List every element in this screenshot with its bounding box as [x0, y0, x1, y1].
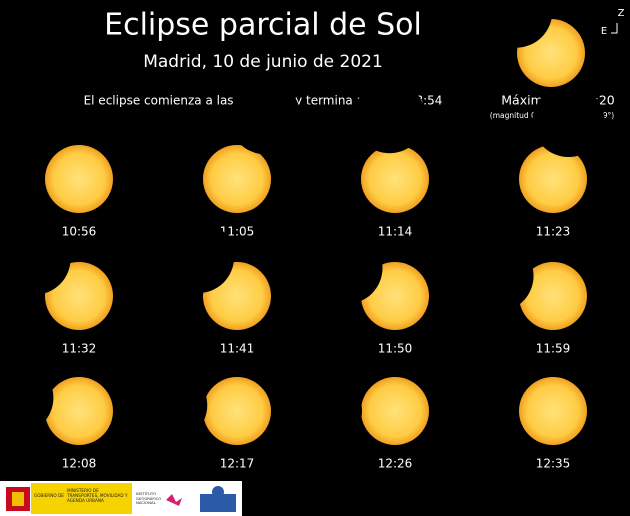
moon — [290, 375, 362, 447]
moon — [0, 361, 54, 434]
moon — [532, 85, 605, 158]
observatory-dome — [212, 486, 224, 498]
frame-time: 12:17 — [220, 457, 255, 471]
subtitle: Madrid, 10 de junio de 2021 — [143, 52, 383, 72]
frame-time: 11:32 — [62, 342, 97, 356]
institute-text: INSTITUTO GEOGRÁFICO NACIONAL — [136, 492, 162, 506]
logo-bar: GOBIERNO DE ESPAÑA MINISTERIO DE TRANSPO… — [0, 481, 242, 516]
moon — [480, 0, 553, 48]
compass-arrow — [611, 23, 618, 34]
frame-time: 12:08 — [62, 457, 97, 471]
institute-text-box: INSTITUTO GEOGRÁFICO NACIONAL — [136, 492, 162, 506]
observatory-logo — [200, 494, 236, 512]
sun — [519, 377, 587, 445]
sun — [203, 377, 271, 445]
compass-east: E — [601, 26, 607, 37]
frame-time: 11:59 — [536, 342, 571, 356]
frame-time: 12:26 — [378, 457, 413, 471]
moon — [135, 369, 208, 442]
sun — [45, 377, 113, 445]
ministry-text-box: MINISTERIO DE TRANSPORTES, MOVILIDAD Y A… — [67, 488, 128, 503]
ign-logo — [166, 494, 182, 506]
moon — [310, 232, 383, 304]
sun — [519, 262, 587, 330]
sun — [519, 145, 587, 213]
frame-time: 11:05 — [220, 225, 255, 239]
sun — [361, 377, 429, 445]
sun — [361, 145, 429, 213]
frame-time: 12:35 — [536, 457, 571, 471]
ministry-block — [64, 483, 132, 514]
moon — [229, 82, 302, 155]
title: Eclipse parcial de Sol — [104, 8, 422, 43]
frame-time: 11:14 — [378, 225, 413, 239]
sun — [203, 145, 271, 213]
frame-time: 11:41 — [220, 342, 255, 356]
frame-time: 10:56 — [62, 225, 97, 239]
frame-time: 11:50 — [378, 342, 413, 356]
sun — [45, 145, 113, 213]
moon — [353, 81, 426, 154]
ministry-text: MINISTERIO DE TRANSPORTES, MOVILIDAD Y A… — [67, 488, 128, 503]
moon — [0, 222, 71, 295]
coat-of-arms — [12, 492, 24, 506]
frame-time: 11:23 — [536, 225, 571, 239]
moon — [461, 239, 534, 312]
moon — [162, 221, 235, 294]
compass-zenith: Z — [618, 8, 625, 19]
government-text: GOBIERNO DE ESPAÑA — [34, 493, 82, 498]
government-block — [31, 483, 64, 514]
